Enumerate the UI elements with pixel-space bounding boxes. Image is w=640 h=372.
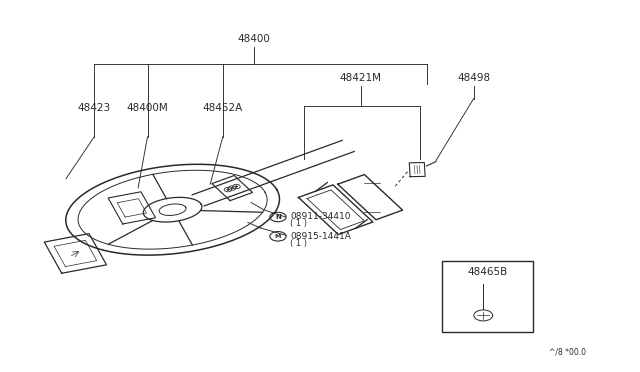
Circle shape — [231, 187, 234, 189]
Text: ^/8 *00.0: ^/8 *00.0 — [549, 347, 586, 356]
Text: M: M — [275, 234, 281, 239]
Text: 48498: 48498 — [457, 73, 490, 83]
Text: 48465B: 48465B — [468, 267, 508, 277]
Text: ( 1 ): ( 1 ) — [290, 239, 307, 248]
Text: 48452A: 48452A — [203, 103, 243, 113]
Text: 48400: 48400 — [237, 34, 271, 44]
Bar — [442, 261, 533, 332]
Text: 48421M: 48421M — [340, 73, 382, 83]
Text: 48400M: 48400M — [127, 103, 168, 113]
Text: N: N — [275, 214, 281, 220]
Text: 08911-34410: 08911-34410 — [290, 212, 350, 221]
Text: 08915-1441A: 08915-1441A — [290, 232, 351, 241]
Text: 48423: 48423 — [77, 103, 111, 113]
Circle shape — [227, 189, 229, 190]
Text: ( 1 ): ( 1 ) — [290, 219, 307, 228]
Circle shape — [235, 186, 237, 187]
